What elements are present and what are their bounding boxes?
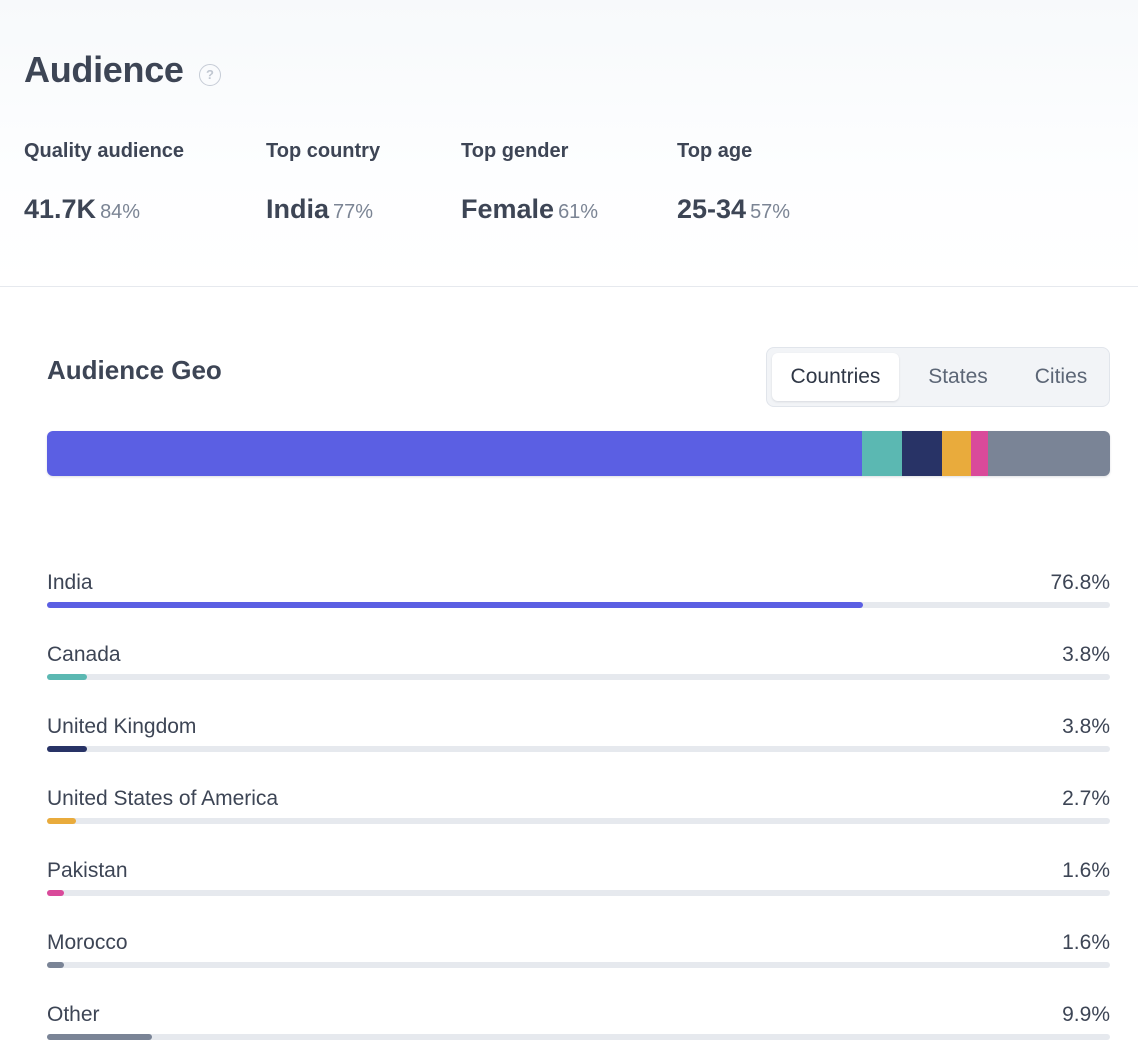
geo-progress-track bbox=[47, 818, 1110, 824]
stat-label: Quality audience bbox=[24, 140, 185, 162]
stat-top-age: Top age 25-34 57% bbox=[677, 138, 790, 231]
geo-progress-fill bbox=[47, 1034, 153, 1040]
page-title: Audience bbox=[24, 49, 184, 90]
stat-percent: 57% bbox=[750, 201, 791, 223]
geo-progress-fill bbox=[47, 602, 864, 608]
geo-country-name: Other bbox=[47, 1003, 100, 1026]
audience-geo-title: Audience Geo bbox=[47, 355, 222, 385]
geo-country-percent: 2.7% bbox=[1062, 787, 1110, 810]
geo-country-percent: 76.8% bbox=[1050, 571, 1110, 594]
stacked-bar-segment bbox=[47, 431, 862, 476]
tab-cities[interactable]: Cities bbox=[1034, 365, 1088, 388]
geo-progress-track bbox=[47, 890, 1110, 896]
stat-quality-audience: Quality audience 41.7K 84% bbox=[24, 138, 184, 231]
stat-label: Top gender bbox=[461, 140, 569, 162]
stat-label: Top age bbox=[677, 140, 753, 162]
geo-stacked-bar bbox=[47, 431, 1110, 476]
geo-country-percent: 1.6% bbox=[1062, 931, 1110, 954]
stat-value: 25-34 bbox=[677, 194, 747, 224]
stat-value: Female bbox=[461, 194, 555, 224]
geo-progress-track bbox=[47, 602, 1110, 608]
stacked-bar-segment bbox=[902, 431, 943, 476]
stat-percent: 77% bbox=[333, 201, 374, 223]
question-circle-icon[interactable]: ? bbox=[199, 64, 221, 86]
stat-value: India bbox=[266, 194, 330, 224]
audience-header: Audience ? Quality audience 41.7K 84% Top… bbox=[0, 0, 1138, 287]
stacked-bar-segment bbox=[987, 431, 1005, 476]
stacked-bar-segment bbox=[861, 431, 903, 476]
stat-percent: 84% bbox=[100, 201, 141, 223]
geo-progress-fill bbox=[47, 962, 64, 968]
tab-states[interactable]: States bbox=[928, 365, 988, 388]
geo-country-name: Morocco bbox=[47, 931, 128, 954]
stat-label: Top country bbox=[266, 140, 381, 162]
tab-countries[interactable]: Countries bbox=[772, 353, 899, 401]
list-item: Canada 3.8% bbox=[47, 640, 1110, 690]
stat-percent: 61% bbox=[558, 201, 599, 223]
geo-country-percent: 1.6% bbox=[1062, 859, 1110, 882]
list-item: United States of America 2.7% bbox=[47, 784, 1110, 834]
stat-top-country: Top country India 77% bbox=[266, 138, 380, 231]
stat-top-gender: Top gender Female 61% bbox=[461, 138, 598, 231]
geo-progress-fill bbox=[47, 674, 88, 680]
geo-country-percent: 3.8% bbox=[1062, 643, 1110, 666]
geo-progress-track bbox=[47, 1034, 1110, 1040]
stacked-bar-segment bbox=[971, 431, 988, 476]
list-item: United Kingdom 3.8% bbox=[47, 712, 1110, 762]
geo-tabs: Countries States Cities bbox=[766, 347, 1110, 407]
geo-country-name: United Kingdom bbox=[47, 715, 197, 738]
geo-progress-fill bbox=[47, 890, 64, 896]
geo-country-name: India bbox=[47, 571, 93, 594]
geo-progress-fill bbox=[47, 818, 76, 824]
list-item: Pakistan 1.6% bbox=[47, 856, 1110, 906]
geo-country-name: United States of America bbox=[47, 787, 279, 810]
geo-country-name: Canada bbox=[47, 643, 121, 666]
list-item: Morocco 1.6% bbox=[47, 928, 1110, 978]
geo-progress-track bbox=[47, 746, 1110, 752]
geo-progress-track bbox=[47, 674, 1110, 680]
geo-progress-track bbox=[47, 962, 1110, 968]
geo-country-name: Pakistan bbox=[47, 859, 128, 882]
stacked-bar-segment bbox=[942, 431, 972, 476]
list-item: Other 9.9% bbox=[47, 1000, 1110, 1050]
geo-progress-fill bbox=[47, 746, 88, 752]
stacked-bar-segment bbox=[1004, 431, 1110, 476]
geo-country-percent: 9.9% bbox=[1062, 1003, 1110, 1026]
geo-country-percent: 3.8% bbox=[1062, 715, 1110, 738]
list-item: India 76.8% bbox=[47, 568, 1110, 618]
stat-value: 41.7K bbox=[24, 194, 97, 224]
